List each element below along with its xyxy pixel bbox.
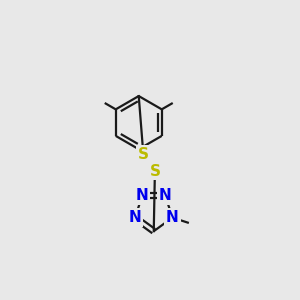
Text: S: S bbox=[138, 147, 149, 162]
Text: S: S bbox=[149, 164, 161, 178]
Text: N: N bbox=[136, 188, 148, 203]
Text: N: N bbox=[159, 188, 172, 203]
Text: N: N bbox=[129, 210, 142, 225]
Text: N: N bbox=[166, 210, 179, 225]
